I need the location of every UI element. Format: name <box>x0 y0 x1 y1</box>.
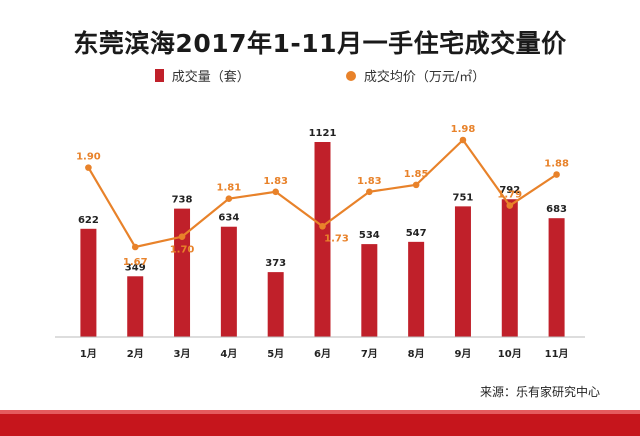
legend-bar-swatch <box>154 69 164 82</box>
price-point <box>319 222 326 230</box>
x-tick-label: 7月 <box>361 348 378 360</box>
bar <box>361 244 378 337</box>
bar-value-label: 534 <box>359 230 380 241</box>
legend-item-price: 成交均价（万元/㎡） <box>345 66 486 85</box>
price-value-label: 1.81 <box>217 183 242 194</box>
price-point <box>459 136 467 144</box>
source-note: 来源：乐有家研究中心 <box>479 385 600 399</box>
bar <box>454 206 471 337</box>
legend-label-volume: 成交量（套） <box>171 70 250 85</box>
x-tick-label: 9月 <box>454 348 471 360</box>
bar-value-label: 634 <box>218 213 239 224</box>
price-value-label: 1.88 <box>544 159 569 170</box>
bar-value-label: 349 <box>125 262 146 273</box>
legend: 成交量（套） 成交均价（万元/㎡） <box>0 66 640 85</box>
bar <box>267 272 284 337</box>
bar-value-label: 1121 <box>309 128 337 139</box>
bar <box>408 241 425 337</box>
bar-value-label: 683 <box>546 204 567 215</box>
bar <box>174 208 191 337</box>
x-tick-label: 11月 <box>545 348 569 360</box>
bar <box>501 199 518 337</box>
price-point <box>553 171 560 178</box>
chart-title: 东莞滨海2017年1-11月一手住宅成交量价 <box>73 29 567 58</box>
x-tick-label: 2月 <box>127 348 144 360</box>
price-value-label: 1.70 <box>170 245 195 256</box>
x-tick-label: 4月 <box>220 348 237 360</box>
bar <box>314 142 331 337</box>
price-value-label: 1.73 <box>324 233 349 244</box>
x-tick-label: 6月 <box>314 348 331 360</box>
bar-value-label: 751 <box>453 192 474 203</box>
price-value-label: 1.85 <box>404 169 429 180</box>
bar <box>127 276 144 337</box>
price-point <box>178 233 186 240</box>
footer-band <box>0 414 640 436</box>
bar-value-label: 547 <box>406 228 427 239</box>
x-tick-label: 10月 <box>498 348 522 360</box>
price-value-label: 1.90 <box>76 152 101 163</box>
bar <box>548 218 565 337</box>
price-point <box>272 188 279 196</box>
price-point <box>131 243 139 251</box>
x-tick-label: 3月 <box>174 348 191 360</box>
price-point <box>225 195 233 202</box>
footer-band-light <box>0 410 640 414</box>
legend-dot-swatch <box>345 70 356 81</box>
price-value-label: 1.83 <box>263 176 288 187</box>
x-tick-label: 5月 <box>267 348 284 360</box>
price-point <box>506 202 514 209</box>
price-value-label: 1.98 <box>451 124 476 135</box>
price-value-label: 1.67 <box>123 257 148 268</box>
bar <box>220 226 237 337</box>
price-value-label: 1.83 <box>357 176 382 187</box>
price-point <box>85 164 92 171</box>
legend-label-price: 成交均价（万元/㎡） <box>363 70 486 85</box>
price-point <box>412 181 420 189</box>
bar-value-label: 738 <box>172 195 193 206</box>
bar <box>80 228 97 337</box>
bar-value-label: 373 <box>265 258 286 269</box>
price-point <box>366 188 373 196</box>
legend-item-volume: 成交量（套） <box>154 66 250 85</box>
bar-value-label: 792 <box>499 185 520 196</box>
x-tick-label: 8月 <box>408 348 425 360</box>
x-tick-label: 1月 <box>80 348 97 360</box>
price-value-label: 1.79 <box>497 190 522 201</box>
bar-value-label: 622 <box>78 215 99 226</box>
